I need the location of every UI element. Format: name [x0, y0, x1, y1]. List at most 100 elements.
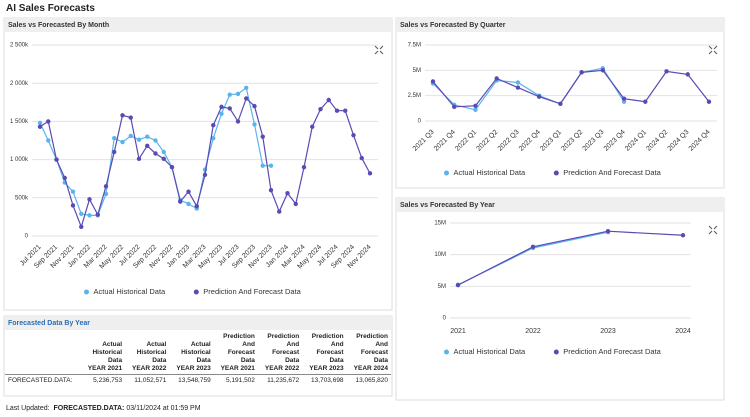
legend-marker: [193, 289, 199, 295]
page-title: AI Sales Forecasts: [6, 3, 95, 14]
x-tick-label: 2024: [675, 328, 691, 335]
legend-label: Actual Historical Data: [454, 168, 527, 177]
data-point: [169, 165, 175, 170]
data-point: [103, 184, 109, 189]
data-point: [473, 103, 478, 109]
column-year: YEAR 2023: [309, 365, 344, 372]
data-point: [430, 79, 436, 84]
data-point: [285, 191, 290, 196]
data-point: [343, 108, 348, 113]
data-point: [359, 155, 364, 161]
legend-label: Prediction And Forecast Data: [563, 168, 661, 177]
data-point: [318, 106, 323, 112]
panel: [395, 197, 725, 401]
data-point: [351, 132, 356, 138]
data-point: [128, 115, 133, 120]
data-point: [277, 209, 282, 214]
data-point: [643, 99, 648, 104]
data-point: [62, 175, 67, 181]
data-point: [310, 124, 315, 129]
series-line: [432, 67, 625, 111]
y-tick-label: 1 000k: [10, 157, 29, 163]
table-cell: 13,065,820: [346, 374, 391, 386]
data-point: [136, 156, 142, 162]
panel-header: [396, 18, 724, 32]
data-point: [706, 99, 712, 104]
data-point: [605, 229, 611, 234]
column-name: Actual Historical Data: [136, 341, 167, 364]
legend-marker: [553, 349, 559, 355]
data-point: [455, 282, 461, 288]
data-point: [235, 91, 241, 97]
table-panel: Forecasted Data By Year Actual Historica…: [5, 317, 391, 386]
data-point: [79, 211, 84, 217]
data-point: [227, 92, 232, 97]
column-header: Prediction And Forecast Data YEAR 2023: [302, 332, 346, 375]
data-point: [70, 203, 76, 208]
panel-header: [4, 18, 392, 32]
footer-source: FORECASTED.DATA:: [53, 405, 125, 412]
column-year: YEAR 2021: [220, 365, 255, 372]
y-tick-label: 2 000k: [10, 81, 29, 87]
data-point: [54, 157, 59, 162]
data-point: [268, 187, 274, 193]
column-name: Prediction And Forecast Data: [311, 333, 344, 364]
data-point: [334, 108, 340, 113]
column-name: Prediction And Forecast Data: [223, 333, 255, 364]
table-cell: 13,703,698: [302, 374, 347, 386]
data-point: [685, 72, 690, 77]
table-cell: 5,236,753: [81, 374, 126, 386]
data-point: [145, 134, 150, 139]
data-point: [621, 96, 627, 101]
x-tick-label: 2021: [450, 328, 466, 335]
y-tick-label: 2 500k: [10, 43, 29, 49]
x-tick-label: 2022: [525, 328, 541, 335]
data-point: [515, 85, 521, 90]
data-point: [103, 191, 109, 197]
data-point: [194, 204, 199, 209]
corner: [5, 332, 81, 375]
table-cell: 11,235,672: [257, 374, 303, 386]
y-tick-label: 15M: [434, 221, 446, 227]
legend-label: Prediction And Forecast Data: [203, 287, 301, 296]
data-point: [161, 149, 166, 155]
data-point: [579, 70, 584, 75]
series-line: [457, 230, 684, 286]
data-point: [145, 143, 150, 149]
data-point: [161, 156, 166, 162]
y-tick-label: 5M: [413, 68, 421, 74]
column-header: Prediction And Forecast Data YEAR 2024: [347, 332, 391, 375]
column-header: Actual Historical Data YEAR 2022: [125, 332, 169, 375]
panel-header: [396, 198, 724, 212]
table-cell: 5,191,502: [213, 374, 258, 386]
data-point: [46, 119, 51, 124]
column-name: Prediction And Forecast Data: [356, 333, 388, 364]
data-point: [252, 122, 257, 127]
data-point: [186, 201, 191, 207]
legend-marker: [444, 349, 449, 355]
legend-marker: [444, 170, 449, 176]
data-point: [621, 99, 627, 104]
y-tick-label: 0: [25, 234, 29, 240]
data-point: [494, 76, 499, 81]
data-point: [112, 136, 117, 141]
table-row: FORECASTED.DATA: 5,236,753 11,052,571 13,54…: [5, 374, 391, 386]
data-point: [452, 104, 457, 110]
expand-icon[interactable]: [374, 45, 718, 235]
column-header: Actual Historical Data YEAR 2023: [169, 332, 213, 375]
data-point: [95, 212, 100, 217]
column-name: Actual Historical Data: [92, 341, 123, 364]
legend-label: Prediction And Forecast Data: [563, 347, 661, 356]
data-point: [87, 213, 92, 218]
panel-title: Sales vs Forecasted By Quarter: [400, 22, 506, 29]
data-point: [473, 107, 478, 113]
legend-marker: [84, 289, 89, 295]
legend-label: Actual Historical Data: [454, 347, 527, 356]
data-point: [530, 244, 536, 250]
column-year: YEAR 2022: [132, 365, 167, 372]
data-point: [37, 124, 43, 129]
table-cell: 13,548,759: [169, 374, 214, 386]
data-point: [260, 134, 265, 139]
